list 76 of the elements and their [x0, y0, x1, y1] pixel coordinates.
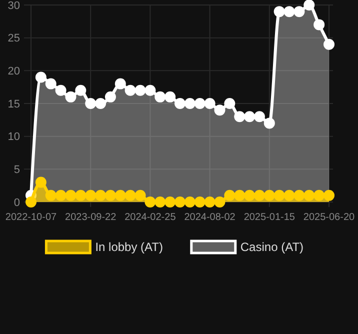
point	[104, 190, 116, 201]
point	[254, 111, 265, 122]
point	[264, 190, 275, 201]
point	[124, 84, 136, 96]
point	[274, 6, 285, 18]
point	[184, 98, 196, 109]
point	[294, 190, 305, 201]
point	[124, 190, 136, 201]
point	[224, 190, 236, 201]
point	[254, 190, 265, 201]
point	[214, 196, 226, 208]
point	[154, 91, 166, 102]
x-tick-label: 2024-02-25	[124, 212, 176, 223]
point	[134, 190, 146, 201]
x-tick-label: 2025-01-15	[244, 212, 296, 223]
point	[274, 190, 285, 201]
y-tick-label: 0	[14, 196, 20, 209]
y-tick-label: 20	[8, 66, 20, 78]
point	[75, 190, 86, 201]
point	[164, 196, 176, 208]
point	[65, 190, 76, 201]
point	[264, 118, 275, 129]
point	[35, 176, 46, 188]
point	[134, 84, 146, 96]
point	[244, 111, 256, 122]
point	[85, 190, 96, 201]
point	[55, 190, 66, 201]
y-tick-label: 5	[14, 164, 20, 176]
point	[184, 196, 196, 208]
point	[314, 19, 325, 30]
point	[114, 78, 126, 90]
point	[144, 84, 156, 96]
point	[194, 196, 206, 208]
x-tick-label: 2023-09-22	[65, 212, 117, 223]
point	[85, 98, 96, 109]
point	[95, 98, 106, 109]
point	[164, 91, 176, 102]
point	[304, 0, 315, 10]
x-tick-label: 2025-06-20	[303, 212, 356, 223]
point	[45, 190, 56, 201]
point	[35, 72, 46, 83]
point	[204, 196, 216, 208]
point	[284, 190, 295, 201]
point	[26, 196, 36, 208]
point	[75, 84, 86, 96]
point	[144, 196, 156, 208]
x-tick-label: 2022-10-07	[5, 212, 58, 223]
point	[104, 91, 116, 102]
point	[284, 6, 295, 18]
point	[174, 196, 186, 208]
legend-label: In lobby (AT)	[95, 240, 164, 254]
point	[194, 98, 206, 109]
point	[294, 6, 305, 18]
y-tick-label: 10	[8, 131, 20, 144]
point	[304, 190, 315, 201]
point	[324, 38, 334, 50]
point	[234, 111, 246, 122]
point	[65, 91, 76, 102]
point	[174, 98, 186, 109]
y-tick-label: 15	[8, 98, 20, 110]
point	[324, 190, 334, 201]
point	[114, 190, 126, 201]
point	[244, 190, 256, 201]
point	[234, 190, 246, 201]
point	[224, 98, 236, 109]
point	[214, 104, 226, 116]
point	[314, 190, 325, 201]
point	[45, 78, 56, 90]
point	[204, 98, 216, 109]
point	[154, 196, 166, 208]
point	[95, 190, 106, 201]
y-tick-label: 30	[8, 0, 20, 12]
legend-label: Casino (AT)	[240, 240, 304, 254]
point	[55, 84, 66, 96]
x-tick-label: 2024-08-02	[184, 212, 236, 223]
y-tick-label: 25	[8, 32, 20, 45]
